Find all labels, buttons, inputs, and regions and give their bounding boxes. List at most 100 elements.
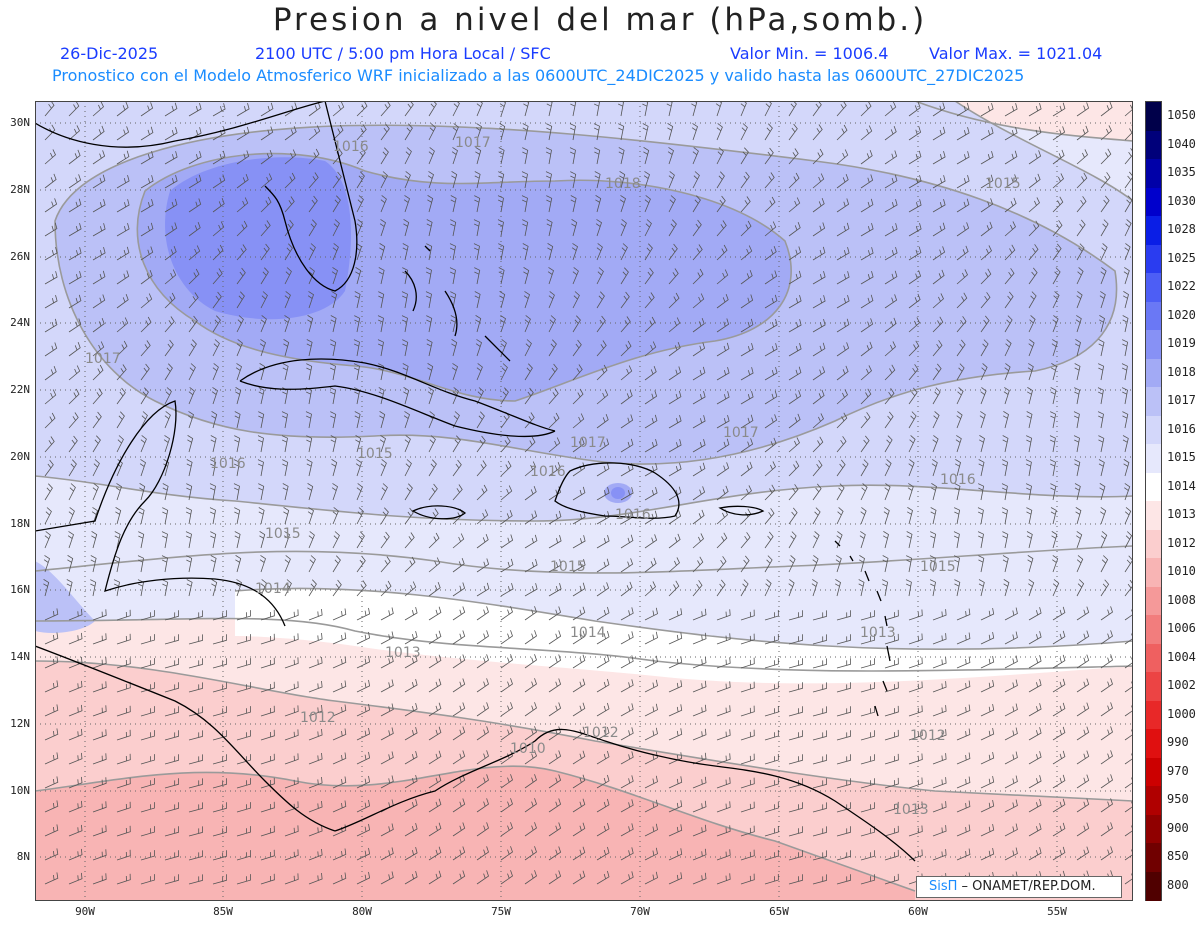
wind-barb <box>476 460 487 477</box>
wind-barb <box>211 411 218 429</box>
isobars <box>35 101 1133 892</box>
wind-barb <box>308 704 323 717</box>
wind-barb <box>668 800 683 813</box>
wind-barb <box>884 174 898 189</box>
wind-barb <box>1097 387 1104 405</box>
wind-barb <box>332 752 347 765</box>
wind-barb <box>1100 148 1112 165</box>
wind-barb <box>668 608 683 621</box>
wind-barb <box>980 102 994 117</box>
wind-barb <box>68 608 83 621</box>
wind-barb <box>500 726 513 741</box>
wind-barb <box>331 459 338 477</box>
wind-barb <box>906 531 913 549</box>
wind-barb <box>692 752 707 765</box>
wind-barb <box>284 267 292 285</box>
forecast-date: 26-Dic-2025 <box>60 44 159 63</box>
wind-barb <box>356 655 371 669</box>
wind-barb <box>451 339 458 357</box>
wind-barb <box>92 777 107 789</box>
wind-barb <box>308 579 317 597</box>
wind-barb <box>44 608 59 621</box>
wind-barb <box>68 656 83 669</box>
wind-barb <box>356 555 366 573</box>
wind-barb <box>524 583 538 597</box>
wind-barb <box>188 778 203 789</box>
wind-barb <box>68 101 80 117</box>
wind-barb <box>356 703 371 717</box>
wind-barb <box>812 634 827 645</box>
colorbar-label: 1013 <box>1167 507 1196 522</box>
wind-barb <box>476 750 489 765</box>
lat-label: 20N <box>10 450 30 463</box>
wind-barb <box>788 610 803 621</box>
wind-barb <box>236 315 244 333</box>
wind-barb <box>499 101 506 117</box>
wind-barb <box>44 632 59 645</box>
wind-barb <box>884 411 894 429</box>
wind-barb <box>212 754 227 765</box>
wind-barb <box>1076 555 1084 573</box>
wind-barb <box>473 219 480 237</box>
wind-barb <box>1098 363 1105 381</box>
isobar-label: 1016 <box>333 139 369 155</box>
colorbar-label: 990 <box>1167 735 1189 750</box>
wind-barb <box>500 534 514 549</box>
wind-barb <box>1050 507 1057 525</box>
wind-barb <box>1004 703 1018 717</box>
colorbar-label: 1022 <box>1167 279 1196 294</box>
wind-barb <box>596 606 610 621</box>
wind-barb <box>428 123 436 141</box>
lat-label: 8N <box>16 850 30 863</box>
coastlines <box>35 101 916 862</box>
wind-barb <box>692 244 703 261</box>
wind-barb <box>953 555 960 573</box>
colorbar-swatch <box>1146 814 1161 844</box>
wind-barb <box>740 657 755 669</box>
wind-barb <box>260 579 267 597</box>
wind-barb <box>140 682 155 693</box>
wind-barb <box>260 196 272 213</box>
wind-barb <box>332 608 347 621</box>
wind-barb <box>474 291 481 309</box>
wind-barb <box>644 847 658 861</box>
wind-barb <box>908 705 923 717</box>
wind-barb <box>932 657 947 669</box>
wind-barb <box>44 872 59 885</box>
wind-barb <box>644 799 658 813</box>
wind-barb <box>716 391 730 405</box>
wind-barb <box>524 510 538 525</box>
wind-barb <box>377 315 384 333</box>
wind-barb <box>284 125 297 141</box>
colorbar-swatch <box>1146 871 1161 901</box>
wind-barb <box>788 826 803 837</box>
wind-barb <box>524 363 533 381</box>
wind-barb <box>1028 126 1042 141</box>
wind-barb <box>236 267 246 285</box>
wind-barb <box>284 729 299 741</box>
wind-barb <box>356 507 364 525</box>
wind-barb <box>668 632 683 645</box>
wind-barb <box>932 777 947 789</box>
wind-barb <box>836 483 845 501</box>
wind-barb <box>1025 459 1032 477</box>
wind-barb <box>1027 363 1034 381</box>
wind-barb <box>330 435 337 453</box>
wind-barb <box>116 317 129 333</box>
isobar-label: 1017 <box>723 425 759 441</box>
wind-barb <box>68 365 81 381</box>
wind-barb <box>932 126 946 141</box>
wind-barb <box>473 243 480 261</box>
wind-barb <box>188 706 203 717</box>
wind-barb <box>140 126 154 141</box>
wind-barb <box>188 634 203 645</box>
wind-barb <box>475 147 482 165</box>
lon-label: 75W <box>491 905 511 918</box>
wind-barb <box>452 533 465 549</box>
wind-barb <box>164 682 179 693</box>
wind-barb <box>692 415 706 429</box>
lon-label: 70W <box>630 905 650 918</box>
wind-barb <box>116 222 130 237</box>
wind-barb <box>1052 630 1066 645</box>
wind-barb <box>236 754 251 765</box>
